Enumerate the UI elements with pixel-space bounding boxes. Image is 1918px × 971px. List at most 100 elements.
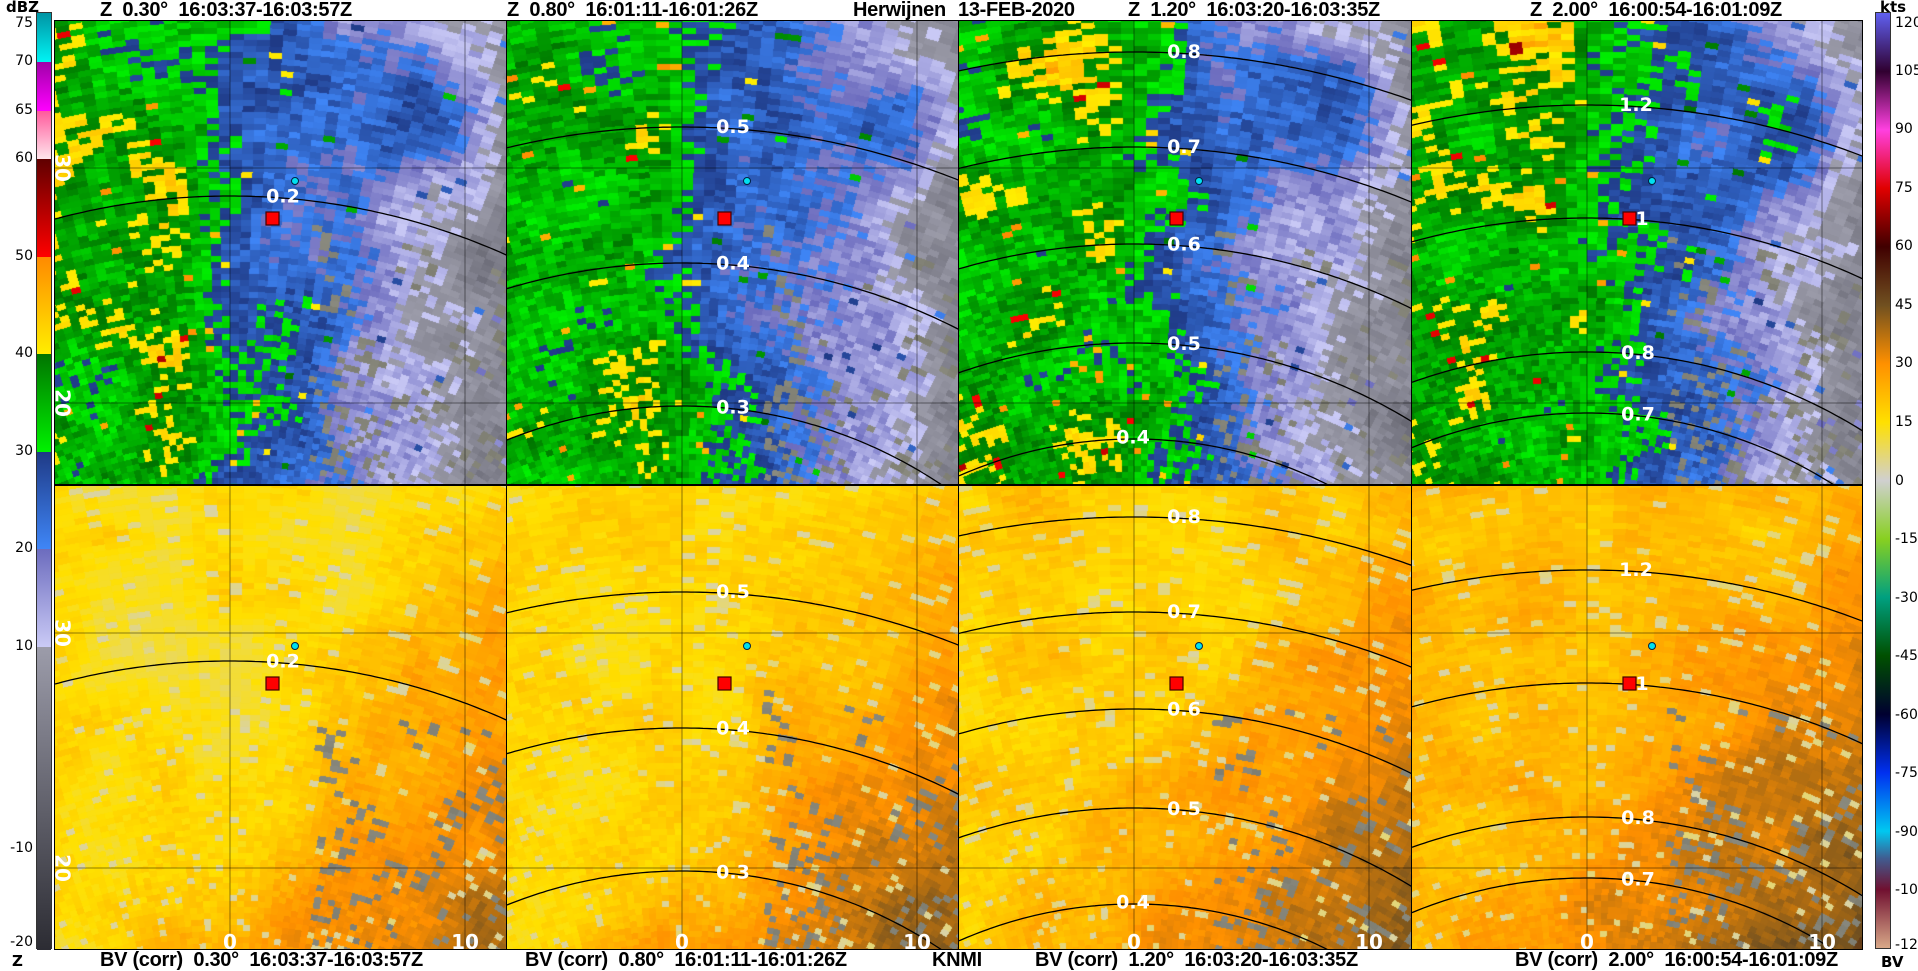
velocity-tick-label: 105 — [1895, 62, 1918, 79]
x-axis-tick-label: 0 — [675, 930, 689, 950]
height-ring-arc — [1412, 816, 1862, 897]
height-ring-arc — [55, 660, 506, 721]
velocity-tick-label: -30 — [1895, 589, 1918, 606]
height-ring-arc — [959, 807, 1411, 887]
site-marker-square — [1622, 211, 1637, 226]
height-ring-label: 0.2 — [266, 651, 300, 673]
dbz-color-segment — [37, 13, 51, 62]
panel-title-z-200: Z 2.00° 16:00:54-16:01:09Z — [1530, 0, 1782, 21]
reflectivity-colorbar — [36, 12, 52, 950]
panel-title-bv-200: BV (corr) 2.00° 16:00:54-16:01:09Z — [1515, 949, 1838, 971]
reflectivity-panel-1: 0.2 30 20 — [54, 20, 507, 485]
site-marker-square — [265, 211, 280, 226]
point-marker-dot — [1648, 642, 1656, 650]
velocity-tick-label: -120 — [1895, 937, 1918, 953]
height-ring-arc — [959, 51, 1411, 101]
height-ring-label: 0.8 — [1167, 506, 1201, 528]
height-ring-arc — [959, 708, 1411, 775]
height-ring-label: 0.7 — [1621, 868, 1655, 890]
dbz-tick-label: 65 — [15, 101, 33, 118]
height-ring-arc — [1412, 104, 1862, 157]
velocity-panel-3: 0.8 0.7 0.6 0.5 0.4 0 10 — [958, 485, 1412, 950]
velocity-tick-label: -105 — [1895, 882, 1918, 899]
dbz-tick-label: -10 — [10, 840, 33, 856]
dbz-tick-label: 70 — [15, 52, 33, 69]
y-axis-tick-label: 30 — [55, 619, 75, 647]
reflectivity-panel-3: 0.8 0.7 0.6 0.5 0.4 — [958, 20, 1412, 485]
velocity-tick-label: -45 — [1895, 648, 1918, 665]
site-marker-square — [265, 676, 280, 691]
height-ring-arc — [507, 405, 942, 484]
point-marker-dot — [743, 177, 751, 185]
panel-overlay: 0.8 0.7 0.6 0.5 0.4 — [959, 21, 1411, 484]
velocity-tick-label: 60 — [1895, 238, 1913, 255]
height-ring-arc — [959, 146, 1411, 203]
dbz-tick-label: 60 — [15, 150, 33, 167]
velocity-panel-2: 0.5 0.4 0.3 0 10 — [506, 485, 959, 950]
point-marker-dot — [1195, 177, 1203, 185]
dbz-color-segment — [37, 354, 51, 452]
height-ring-arc — [55, 195, 506, 256]
x-axis-tick-label: 10 — [1355, 930, 1383, 950]
height-ring-label: 0.8 — [1621, 342, 1655, 364]
panel-overlay: 1.2 1 0.8 0.7 0 10 — [1412, 486, 1862, 949]
height-ring-arc — [507, 591, 958, 646]
height-ring-arc — [1412, 217, 1862, 280]
y-axis-tick-label: 20 — [55, 389, 75, 417]
height-ring-arc — [507, 870, 942, 949]
dbz-color-segment — [37, 451, 51, 550]
height-ring-label: 0.7 — [1167, 601, 1201, 623]
dbz-color-segment — [37, 646, 51, 950]
height-ring-label: 0.5 — [1167, 333, 1201, 355]
height-ring-arc — [959, 903, 1328, 949]
reflectivity-image — [1412, 21, 1862, 484]
reflectivity-panel-2: 0.5 0.4 0.3 — [506, 20, 959, 485]
dbz-color-segment — [37, 110, 51, 160]
panel-overlay: 0.2 30 20 — [55, 21, 506, 484]
velocity-tick-label: -60 — [1895, 706, 1918, 723]
velocity-colorbar — [1875, 12, 1891, 949]
velocity-tick-label: -90 — [1895, 823, 1918, 840]
panel-overlay: 0.8 0.7 0.6 0.5 0.4 0 10 — [959, 486, 1411, 950]
agency-label: KNMI — [932, 949, 982, 971]
panel-title-bv-030: BV (corr) 0.30° 16:03:37-16:03:57Z — [100, 949, 423, 971]
dbz-tick-label: 50 — [15, 247, 33, 264]
dbz-color-segment — [37, 159, 51, 257]
dbz-color-segment — [37, 61, 51, 111]
site-marker-square — [717, 211, 732, 226]
velocity-tick-label: 30 — [1895, 355, 1913, 372]
x-axis-tick-label: 0 — [1127, 930, 1141, 950]
panel-overlay: 0.5 0.4 0.3 0 10 — [507, 486, 958, 950]
height-ring-arc — [959, 342, 1411, 422]
dbz-tick-label: 30 — [15, 442, 33, 459]
height-ring-label: 0.4 — [1116, 892, 1150, 914]
height-ring-label: 0.5 — [716, 581, 750, 603]
dbz-color-segment — [37, 549, 51, 647]
height-ring-label: 0.4 — [716, 253, 750, 275]
point-marker-dot — [291, 642, 299, 650]
dbz-tick-label: 40 — [15, 345, 33, 362]
velocity-image — [55, 486, 506, 949]
site-marker-square — [1169, 211, 1184, 226]
height-ring-label: 0.5 — [1167, 798, 1201, 820]
height-ring-arc — [1412, 877, 1834, 949]
dbz-tick-label: -20 — [10, 934, 33, 950]
velocity-panel-1: 0.2 30 20 0 10 — [54, 485, 507, 950]
velocity-tick-label: -15 — [1895, 531, 1918, 548]
x-axis-tick-label: 10 — [903, 930, 931, 950]
height-ring-arc — [1412, 682, 1862, 745]
reflectivity-image — [55, 21, 506, 484]
date-label: 13-FEB-2020 — [958, 0, 1075, 21]
velocity-image — [1412, 486, 1862, 949]
dbz-color-segment — [37, 256, 51, 355]
z-label: Z — [12, 952, 23, 970]
panel-title-z-030: Z 0.30° 16:03:37-16:03:57Z — [100, 0, 352, 21]
dbz-tick-label: 10 — [15, 637, 33, 654]
height-ring-label: 0.7 — [1621, 403, 1655, 425]
y-axis-tick-label: 20 — [55, 854, 75, 882]
point-marker-dot — [1648, 177, 1656, 185]
panel-overlay: 0.2 30 20 0 10 — [55, 486, 506, 949]
velocity-tick-label: -75 — [1895, 765, 1918, 782]
height-ring-label: 0.8 — [1167, 41, 1201, 63]
velocity-image — [507, 486, 958, 949]
